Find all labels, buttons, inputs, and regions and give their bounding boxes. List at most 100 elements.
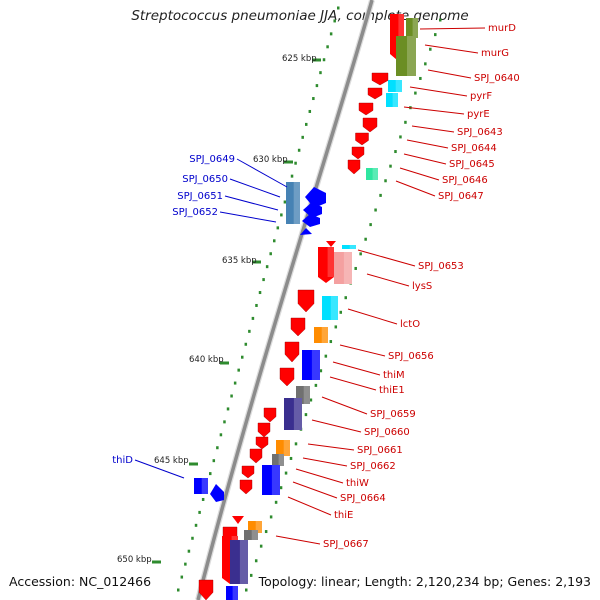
gene-pyrF[interactable] xyxy=(388,80,402,92)
gene-label-right[interactable]: lysS xyxy=(412,281,432,292)
gene-thiM[interactable] xyxy=(302,350,320,380)
gene-lysS[interactable] xyxy=(334,252,352,284)
gene-SPJ_0660b[interactable] xyxy=(257,422,271,438)
gene-thiE-tip[interactable] xyxy=(232,516,244,524)
gene-SPJ_0652[interactable] xyxy=(302,214,320,227)
scale-tick xyxy=(337,6,340,10)
leader-line xyxy=(403,153,447,165)
scale-label: 650 kbp xyxy=(117,555,152,565)
leader-line xyxy=(409,86,468,97)
gene-label-right[interactable]: SPJ_0662 xyxy=(350,461,396,472)
gene-thiE1[interactable] xyxy=(279,367,295,387)
gene-label-right[interactable]: SPJ_0646 xyxy=(442,175,488,186)
gene-SPJ_0667-b[interactable] xyxy=(230,540,248,584)
gene-label-right[interactable]: SPJ_0640 xyxy=(474,73,520,84)
gene-murG[interactable] xyxy=(396,36,416,76)
gene-SPJ_0647[interactable] xyxy=(366,168,378,180)
gene-SPJ_0644[interactable] xyxy=(355,132,369,146)
gene-SPJ_0650[interactable] xyxy=(305,187,326,208)
scale-tick xyxy=(251,316,255,320)
gene-label-right[interactable]: SPJ_0664 xyxy=(340,493,386,504)
scale-tick xyxy=(201,497,205,501)
gene-SPJ_0653[interactable] xyxy=(318,247,334,283)
gene-shade xyxy=(271,465,280,495)
leader-line xyxy=(229,178,281,198)
gene-label-right[interactable]: SPJ_0656 xyxy=(388,351,434,362)
scale-tick xyxy=(329,340,333,344)
gene-thiD[interactable] xyxy=(194,478,208,494)
gene-lysS-b[interactable] xyxy=(297,289,315,313)
gene-SPJ_0640b[interactable] xyxy=(367,87,383,100)
scale-tick xyxy=(339,310,343,314)
gene-label-right[interactable]: murD xyxy=(488,23,516,34)
gene-pyrE[interactable] xyxy=(358,102,374,116)
gene-label-right[interactable]: SPJ_0643 xyxy=(457,127,503,138)
gene-SPJ_0651[interactable] xyxy=(303,202,322,218)
gene-SPJ_0649[interactable] xyxy=(286,182,300,224)
scale-tick xyxy=(226,407,230,411)
gene-label-right[interactable]: thiE xyxy=(334,510,353,521)
scale-tick xyxy=(312,97,315,101)
gene-thiD-b[interactable] xyxy=(210,484,224,502)
scale-tick xyxy=(294,442,298,446)
gene-shade xyxy=(330,296,338,320)
gene-label-left[interactable]: SPJ_0649 xyxy=(189,154,235,165)
gene-bottom-a[interactable] xyxy=(198,579,214,600)
gene-lctO-b[interactable] xyxy=(290,317,306,337)
gene-label-right[interactable]: thiM xyxy=(383,370,405,381)
gene-label-left[interactable]: SPJ_0650 xyxy=(182,174,228,185)
gene-SPJ_0646[interactable] xyxy=(347,159,361,175)
scale-tick xyxy=(297,148,301,152)
gene-SPJ_0664[interactable] xyxy=(239,479,253,495)
gene-label-left[interactable]: thiD xyxy=(112,455,133,466)
gene-label-right[interactable]: SPJ_0644 xyxy=(451,143,497,154)
gene-SPJ_0643[interactable] xyxy=(362,117,378,133)
gene-label-right[interactable]: SPJ_0667 xyxy=(323,539,369,550)
gene-SPJ_0645[interactable] xyxy=(351,146,365,160)
gene-murG-top[interactable] xyxy=(406,18,418,38)
gene-SPJ_0656-b[interactable] xyxy=(284,341,300,363)
leader-line xyxy=(406,139,449,149)
scale-tick xyxy=(254,559,258,563)
gene-SPJ_0640[interactable] xyxy=(371,72,389,86)
gene-label-right[interactable]: SPJ_0660 xyxy=(364,427,410,438)
gene-label-right[interactable]: pyrF xyxy=(470,91,492,102)
gene-label-left[interactable]: SPJ_0652 xyxy=(172,207,218,218)
gene-label-right[interactable]: SPJ_0647 xyxy=(438,191,484,202)
gene-lctO[interactable] xyxy=(322,296,338,320)
gene-label-left[interactable]: SPJ_0651 xyxy=(177,191,223,202)
gene-SPJ_0659[interactable] xyxy=(284,398,302,430)
gene-label-right[interactable]: SPJ_0653 xyxy=(418,261,464,272)
gene-pyrF-b[interactable] xyxy=(386,93,398,107)
scale-tick xyxy=(419,76,422,80)
gene-label-right[interactable]: SPJ_0645 xyxy=(449,159,495,170)
scale-tick xyxy=(241,355,244,359)
gene-SPJ_0653-tip[interactable] xyxy=(326,241,336,247)
gene-SPJ_0661-a[interactable] xyxy=(255,436,269,450)
gene-SPJ_0653-cap[interactable] xyxy=(342,245,356,249)
scale-tick xyxy=(194,523,198,527)
gene-SPJ_0660[interactable] xyxy=(263,407,277,423)
gene-label-right[interactable]: thiW xyxy=(346,478,369,489)
gene-SPJ_0661[interactable] xyxy=(276,440,290,456)
gene-SPJ_0667-cap[interactable] xyxy=(244,530,258,540)
gene-SPJ_0652b[interactable] xyxy=(300,228,312,235)
gene-bottom-b[interactable] xyxy=(226,586,238,600)
gene-label-right[interactable]: thiE1 xyxy=(379,385,405,396)
leader-line xyxy=(399,167,440,181)
gene-label-right[interactable]: lctO xyxy=(400,319,420,330)
scale-major-tick xyxy=(152,560,161,564)
gene-thiW-b[interactable] xyxy=(241,465,255,479)
gene-label-right[interactable]: SPJ_0659 xyxy=(370,409,416,420)
gene-label-right[interactable]: SPJ_0661 xyxy=(357,445,403,456)
gene-SPJ_0656[interactable] xyxy=(314,327,328,343)
gene-label-right[interactable]: pyrE xyxy=(467,109,490,120)
gene-SPJ_0662[interactable] xyxy=(249,448,263,464)
gene-thiW[interactable] xyxy=(262,465,280,495)
scale-tick xyxy=(394,150,397,154)
leader-line xyxy=(302,457,348,467)
scale-tick xyxy=(389,164,392,168)
gene-label-right[interactable]: murG xyxy=(481,48,509,59)
gene-SPJ_0662-b[interactable] xyxy=(272,454,284,466)
